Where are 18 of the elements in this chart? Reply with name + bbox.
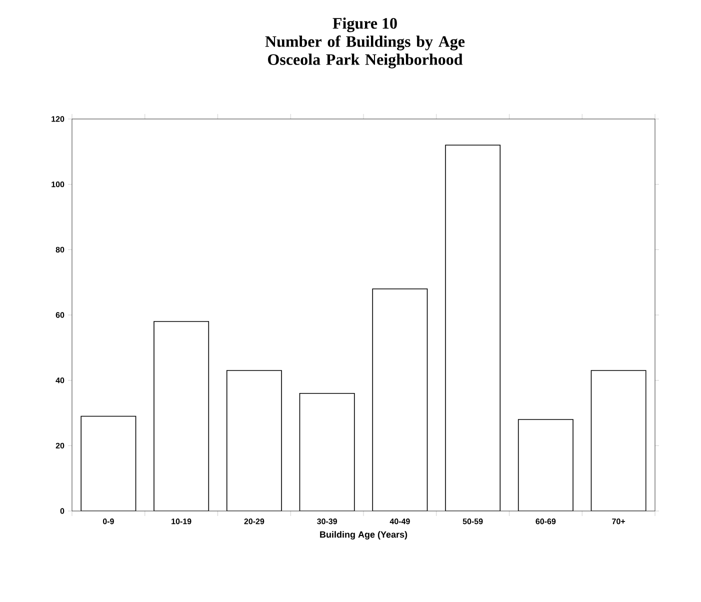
y-tick-label: 40 <box>56 378 64 384</box>
x-tick-label: 40-49 <box>390 518 410 524</box>
chart-title: Figure 10 <box>332 18 397 32</box>
y-tick-label: 20 <box>56 442 64 448</box>
y-tick-label: 0 <box>60 508 64 514</box>
x-tick-label: 60-69 <box>536 518 556 524</box>
chart-subtitle: Number of Buildings by Age Osceola Park Neighborhood <box>265 36 465 68</box>
x-tick-label: 10-19 <box>172 518 192 524</box>
x-axis-title: Building Age (Years) <box>320 531 408 540</box>
x-tick-label: 0-9 <box>102 518 114 524</box>
y-tick-label: 80 <box>56 246 64 252</box>
x-tick-label: 70+ <box>612 518 626 524</box>
y-tick-label: 60 <box>56 312 64 318</box>
y-tick-label: 100 <box>52 182 64 188</box>
x-tick-label: 20-29 <box>244 518 264 524</box>
y-tick-label: 120 <box>52 116 64 122</box>
x-tick-label: 50-59 <box>462 518 483 524</box>
x-tick-label: 30-39 <box>317 518 337 524</box>
